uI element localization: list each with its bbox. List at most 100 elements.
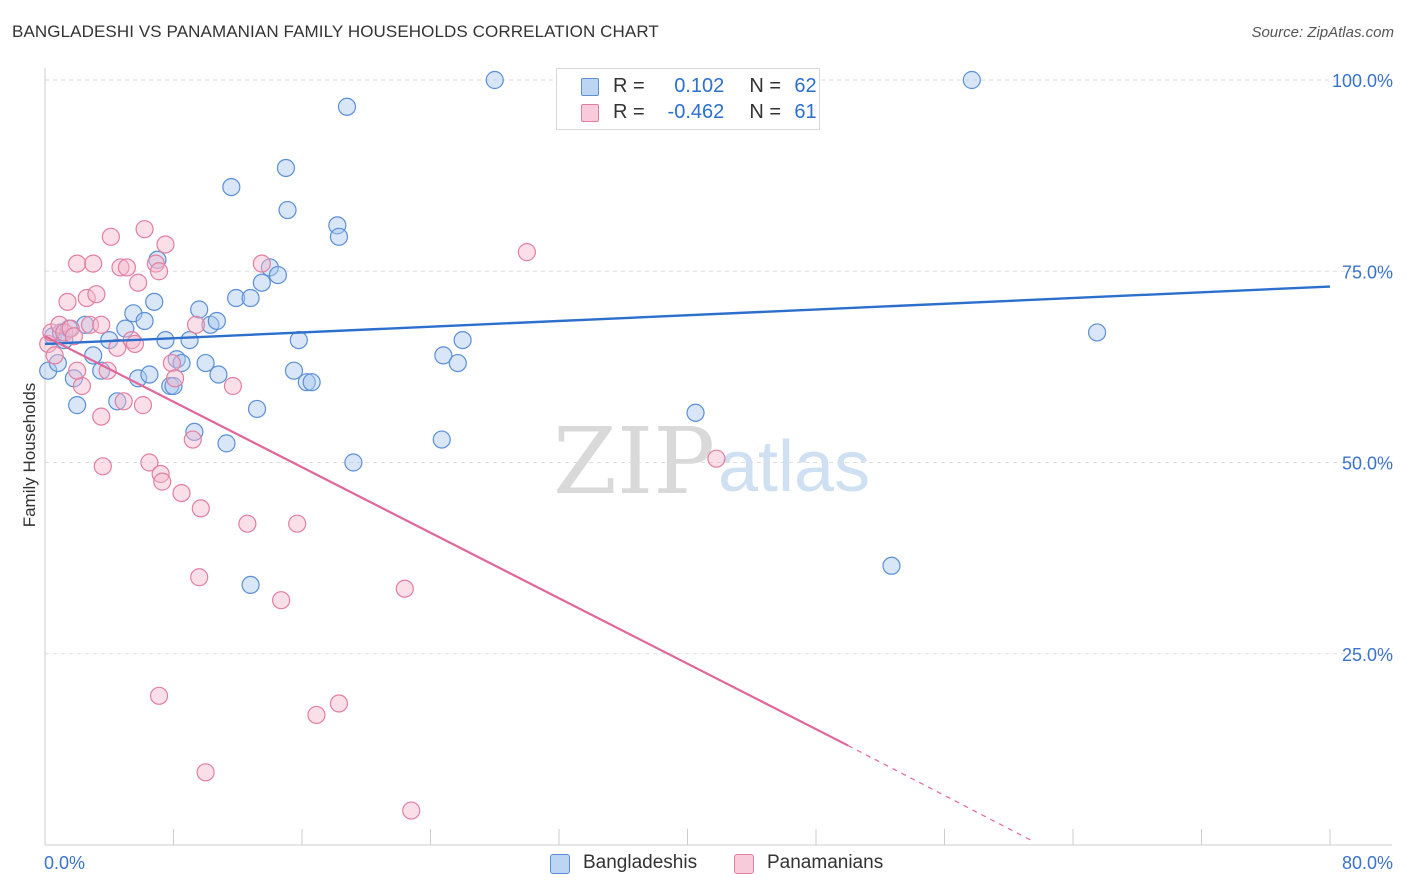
panamanian-point [101, 227, 120, 246]
bangladeshi-point [278, 200, 297, 220]
bangladeshi-point [485, 70, 504, 90]
bangladeshi-trend-line [44, 285, 1331, 346]
bangladeshi-point [116, 319, 135, 338]
tick-labels: 100.0% 75.0% 50.0% 25.0% 0.0% 80.0% [44, 71, 1393, 873]
legend-text-bangladeshis: R = 0.102 N = 62 [613, 75, 817, 98]
bangladeshi-points [39, 70, 1107, 595]
panamanian-point [129, 273, 148, 292]
panamanian-point [190, 568, 209, 587]
panamanian-point [707, 449, 726, 468]
bangladeshi-point [76, 315, 95, 334]
bangladeshi-point [108, 392, 127, 411]
panamanian-point [93, 457, 112, 476]
bangladeshi-point [329, 227, 349, 246]
bangladeshi-point [344, 453, 363, 472]
bangladeshi-point [185, 422, 204, 441]
panamanian-point [191, 499, 210, 518]
panamanian-point [77, 288, 96, 308]
r-label: R = [613, 75, 645, 97]
panamanian-point [156, 235, 175, 254]
panamanian-point [162, 353, 181, 373]
panamanian-point [87, 285, 106, 304]
chart-title: BANGLADESHI VS PANAMANIAN FAMILY HOUSEHO… [12, 22, 659, 41]
panamanian-point [517, 243, 536, 262]
panamanian-point [111, 258, 130, 277]
bangladeshi-point [1087, 323, 1107, 342]
n-value: 62 [794, 75, 817, 97]
bangladeshi-point [145, 292, 164, 311]
correlation-legend: R = 0.102 N = 62 R = -0.462 N = 61 [556, 68, 820, 130]
panamanian-point [135, 220, 154, 239]
bangladeshi-point [328, 216, 347, 235]
panamanian-point [125, 334, 145, 354]
panamanian-point [153, 472, 172, 491]
bangladeshi-point [252, 273, 271, 292]
panamanian-trend-line [44, 335, 849, 747]
panamanian-point [186, 315, 206, 334]
watermark-atlas: atlas [718, 427, 870, 507]
bangladeshi-point [276, 158, 296, 178]
panamanian-point [149, 262, 169, 281]
bangladeshi-point [39, 361, 58, 380]
watermark-zip: ZIP [553, 408, 715, 515]
bangladeshi-point [289, 331, 308, 350]
bangladeshi-point [448, 353, 467, 373]
panamanian-point [166, 369, 185, 388]
bangladeshi-point [180, 331, 199, 350]
bottom-legend-label: Bangladeshis [583, 852, 698, 873]
panamanian-point [92, 315, 111, 334]
bottom-legend-swatch-pink [734, 854, 754, 874]
panamanian-point [72, 376, 92, 396]
panamanian-point [92, 407, 111, 426]
bangladeshi-point [227, 288, 246, 308]
x-tick-label-max: 80.0% [1342, 853, 1393, 873]
panamanian-point [64, 327, 84, 346]
panamanian-point [68, 254, 87, 273]
n-label: N = [749, 101, 782, 123]
watermark: ZIP atlas [553, 408, 870, 515]
bangladeshi-point [209, 365, 228, 384]
bangladeshi-point [172, 353, 191, 373]
legend-swatch-pink [581, 104, 599, 122]
source-label: Source: ZipAtlas.com [1251, 24, 1394, 41]
gridlines [45, 79, 1392, 655]
bangladeshi-point [156, 331, 175, 350]
bangladeshi-point [686, 403, 705, 422]
panamanian-point [395, 579, 414, 598]
panamanian-point [238, 514, 257, 533]
bangladeshi-point [140, 365, 159, 384]
bangladeshi-point [164, 376, 183, 396]
panamanian-point [172, 484, 191, 503]
bangladeshi-point [190, 300, 209, 319]
panamanian-point [252, 254, 271, 273]
panamanian-trend-extension [847, 745, 1034, 842]
panamanian-point [133, 396, 153, 415]
bangladeshi-point [337, 97, 357, 116]
panamanian-point [307, 705, 326, 725]
r-label: R = [613, 101, 645, 123]
r-value: 0.102 [674, 75, 725, 97]
panamanian-point [288, 514, 307, 533]
y-tick-label: 50.0% [1342, 454, 1393, 474]
panamanian-point [45, 346, 64, 365]
bangladeshi-point [207, 311, 226, 331]
panamanian-points [39, 220, 726, 820]
panamanian-point [68, 361, 87, 380]
panamanian-point [402, 801, 421, 820]
panamanian-point [84, 254, 103, 273]
bangladeshi-point [241, 288, 260, 308]
panamanian-point [183, 430, 202, 449]
y-tick-label: 25.0% [1342, 645, 1393, 665]
panamanian-point [272, 591, 291, 610]
x-tick-label-min: 0.0% [44, 853, 85, 873]
bangladeshi-point [241, 575, 260, 595]
axes [44, 68, 1392, 846]
bangladeshi-point [217, 434, 236, 453]
trend-lines [44, 285, 1331, 842]
legend-swatch-blue [581, 78, 599, 96]
panamanian-point [223, 376, 243, 396]
bangladeshi-point [962, 70, 981, 90]
panamanian-point [114, 392, 133, 411]
bangladeshi-point [196, 353, 215, 373]
